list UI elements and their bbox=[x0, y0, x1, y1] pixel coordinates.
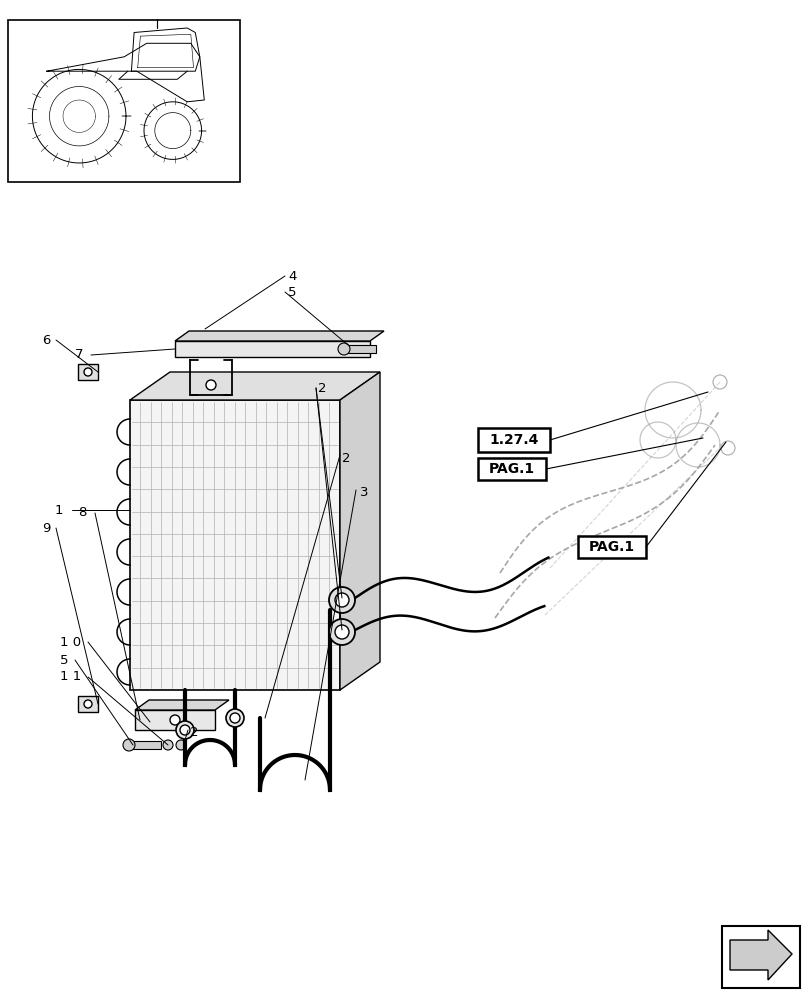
Text: 1 0: 1 0 bbox=[60, 636, 81, 648]
Text: 2: 2 bbox=[318, 381, 326, 394]
Bar bbox=[135, 710, 215, 730]
Circle shape bbox=[163, 740, 173, 750]
Text: PAG.1: PAG.1 bbox=[488, 462, 534, 476]
Bar bbox=[78, 696, 98, 712]
Circle shape bbox=[328, 619, 354, 645]
Polygon shape bbox=[175, 331, 384, 341]
Circle shape bbox=[169, 715, 180, 725]
Circle shape bbox=[206, 380, 216, 390]
Text: 5: 5 bbox=[288, 286, 296, 298]
Bar bbox=[577, 536, 646, 558]
Circle shape bbox=[176, 721, 194, 739]
Circle shape bbox=[720, 441, 734, 455]
Text: 4: 4 bbox=[288, 269, 296, 282]
Bar bbox=[130, 400, 340, 690]
Polygon shape bbox=[130, 372, 380, 400]
Circle shape bbox=[225, 709, 243, 727]
Polygon shape bbox=[340, 372, 380, 690]
Text: PAG.1: PAG.1 bbox=[588, 540, 634, 554]
Circle shape bbox=[84, 700, 92, 708]
Circle shape bbox=[122, 739, 135, 751]
Polygon shape bbox=[729, 930, 791, 980]
Circle shape bbox=[176, 740, 186, 750]
Circle shape bbox=[180, 725, 190, 735]
Circle shape bbox=[84, 368, 92, 376]
Text: 1.27.4: 1.27.4 bbox=[489, 433, 538, 447]
Bar bbox=[478, 428, 549, 452]
Text: 2: 2 bbox=[341, 452, 350, 464]
Circle shape bbox=[230, 713, 240, 723]
Text: 9: 9 bbox=[42, 522, 50, 534]
Text: 1: 1 bbox=[55, 504, 63, 516]
Text: 8: 8 bbox=[78, 506, 86, 520]
Circle shape bbox=[712, 375, 726, 389]
Text: 7: 7 bbox=[75, 349, 84, 361]
Text: 1 1: 1 1 bbox=[60, 670, 81, 684]
Circle shape bbox=[335, 625, 349, 639]
Circle shape bbox=[335, 593, 349, 607]
Circle shape bbox=[337, 343, 350, 355]
Bar bbox=[133, 741, 161, 749]
Circle shape bbox=[328, 587, 354, 613]
Bar bbox=[478, 458, 545, 480]
Bar bbox=[175, 341, 370, 357]
Bar bbox=[78, 364, 98, 380]
Polygon shape bbox=[135, 700, 229, 710]
Text: 5: 5 bbox=[60, 654, 68, 666]
Bar bbox=[721, 926, 799, 988]
Text: 6: 6 bbox=[42, 334, 50, 347]
Bar bbox=[348, 345, 375, 353]
Text: 2: 2 bbox=[190, 725, 198, 738]
Bar bbox=[8, 20, 240, 182]
Text: 3: 3 bbox=[359, 486, 368, 498]
